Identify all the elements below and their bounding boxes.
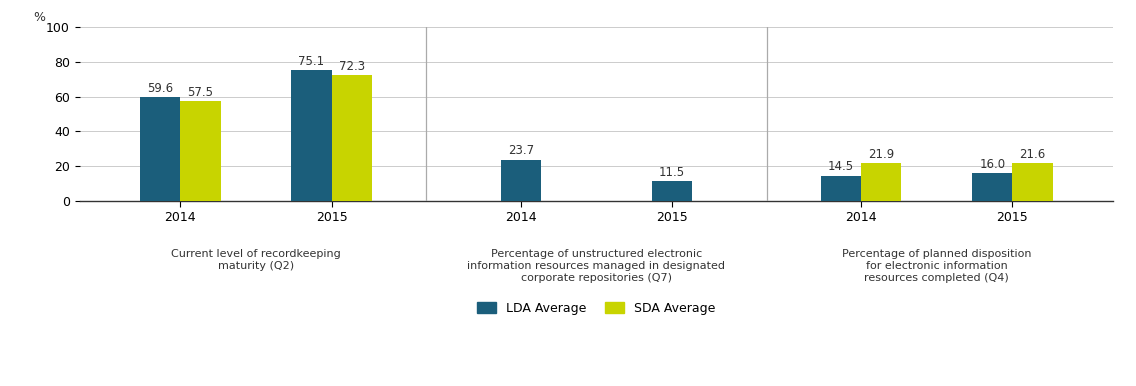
Bar (1012, 163, 1053, 201)
Bar (652, 181, 692, 201)
Text: 72.3: 72.3 (339, 60, 365, 73)
Text: 21.9: 21.9 (868, 147, 894, 161)
Legend: LDA Average, SDA Average: LDA Average, SDA Average (473, 296, 720, 320)
Bar (291, 70, 332, 201)
Text: 21.6: 21.6 (1019, 148, 1046, 161)
Bar (501, 159, 541, 201)
Bar (140, 97, 181, 201)
Text: 16.0: 16.0 (979, 158, 1005, 171)
Bar (861, 163, 902, 201)
Bar (181, 101, 220, 201)
Text: 14.5: 14.5 (828, 161, 854, 173)
Text: 75.1: 75.1 (299, 55, 325, 68)
Bar (972, 173, 1012, 201)
Bar (332, 75, 371, 201)
Text: 59.6: 59.6 (148, 82, 174, 95)
Bar (821, 176, 861, 201)
Text: Percentage of planned disposition
for electronic information
resources completed: Percentage of planned disposition for el… (842, 249, 1031, 283)
Text: Percentage of unstructured electronic
information resources managed in designate: Percentage of unstructured electronic in… (467, 249, 726, 283)
Text: %: % (33, 10, 45, 24)
Text: 57.5: 57.5 (187, 86, 214, 99)
Text: 23.7: 23.7 (508, 144, 534, 157)
Text: Current level of recordkeeping
maturity (Q2): Current level of recordkeeping maturity … (172, 249, 341, 271)
Text: 11.5: 11.5 (659, 166, 685, 179)
